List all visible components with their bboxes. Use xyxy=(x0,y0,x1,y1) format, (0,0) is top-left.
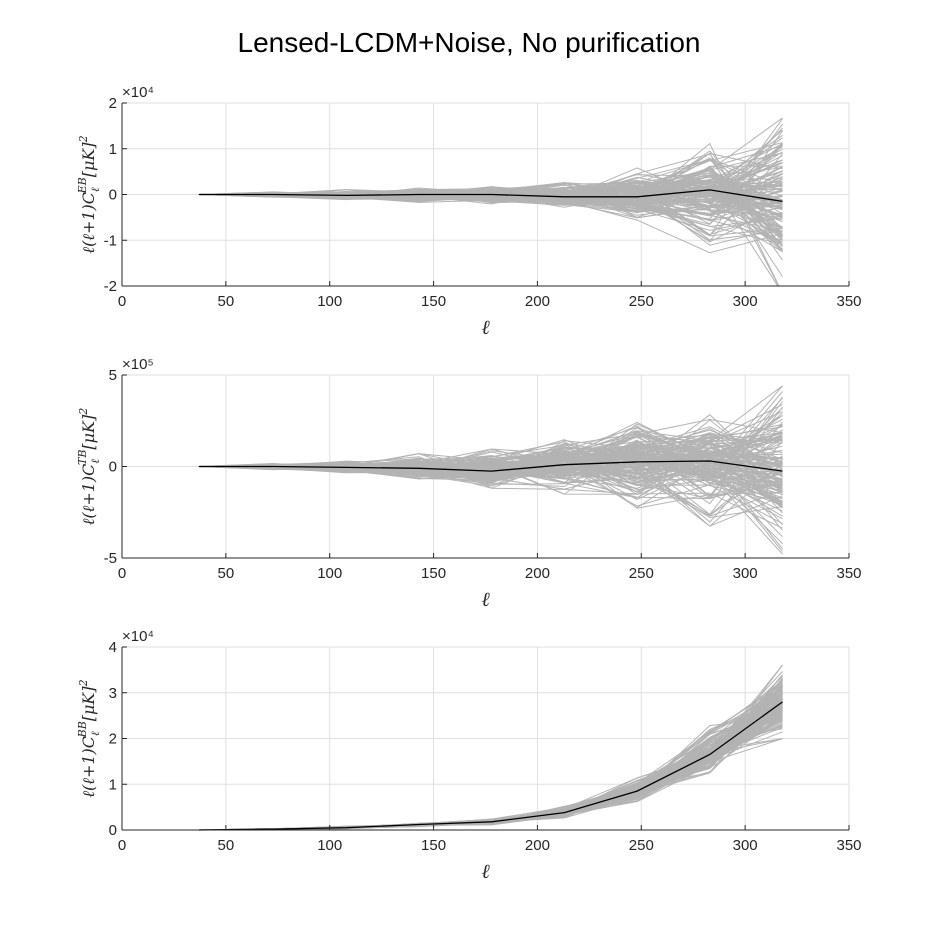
exponent-label: ×10⁴ xyxy=(122,628,154,645)
y-axis-label-part: 2 xyxy=(77,135,90,143)
y-axis-label-part: ℓ(ℓ+1)C xyxy=(79,192,98,254)
chart-panel-eb: 0 50 100 150 200 250 300 350-2-1012×10⁴ℓℓ(ℓ+1)C… xyxy=(76,84,862,339)
x-tick-label: 0 xyxy=(118,293,126,310)
x-axis-label: ℓ xyxy=(481,315,490,339)
x-tick-label: 150 xyxy=(421,293,446,310)
y-axis-label: ℓ(ℓ+1)CℓTB[μK]2 xyxy=(76,408,102,526)
x-tick-label: 0 xyxy=(118,565,126,582)
y-axis-label-part: TB xyxy=(76,450,89,465)
x-tick-label: 200 xyxy=(525,565,550,582)
y-axis-label-part: [μK] xyxy=(79,686,98,722)
x-tick-label: 250 xyxy=(629,837,654,854)
y-tick-label: 5 xyxy=(109,367,117,384)
x-tick-label: 200 xyxy=(525,293,550,310)
x-tick-label: 200 xyxy=(525,837,550,854)
y-tick-label: 2 xyxy=(109,731,117,748)
y-tick-label: 3 xyxy=(109,685,117,702)
exponent-label: ×10⁵ xyxy=(122,356,154,373)
x-tick-label: 100 xyxy=(317,293,342,310)
x-axis-label: ℓ xyxy=(481,859,490,883)
x-tick-label: 350 xyxy=(836,565,861,582)
y-axis-label-part: [μK] xyxy=(79,142,98,178)
exponent-label: ×10⁴ xyxy=(122,84,154,101)
y-tick-label: 0 xyxy=(109,822,117,839)
x-tick-label: 350 xyxy=(836,293,861,310)
y-tick-label: -1 xyxy=(104,232,117,249)
realization-lines xyxy=(198,385,783,555)
chart-panel-bb: 0 50 100 150 200 250 300 35001234×10⁴ℓℓ(ℓ+1)CℓB… xyxy=(76,628,862,883)
y-tick-label: 1 xyxy=(109,141,117,158)
x-tick-label: 0 xyxy=(118,837,126,854)
y-tick-label: -2 xyxy=(104,278,117,295)
mean-line xyxy=(198,460,783,472)
realization-line xyxy=(198,437,783,471)
realization-line xyxy=(198,182,783,250)
y-tick-label: 2 xyxy=(109,95,117,112)
y-axis-label-part: EB xyxy=(76,177,89,194)
y-axis-label-part: BB xyxy=(76,721,89,738)
x-axis-label: ℓ xyxy=(481,587,490,611)
y-axis-label-part: ℓ(ℓ+1)C xyxy=(79,736,98,798)
realization-line xyxy=(198,455,783,496)
realization-line xyxy=(198,193,783,231)
y-axis-label-part: ℓ xyxy=(89,187,102,192)
x-tick-label: 250 xyxy=(629,565,654,582)
y-tick-label: 0 xyxy=(109,459,117,476)
y-axis-label: ℓ(ℓ+1)CℓEB[μK]2 xyxy=(76,135,102,253)
realization-line xyxy=(198,419,783,480)
x-tick-label: 100 xyxy=(317,565,342,582)
chart-panel-tb: 0 50 100 150 200 250 300 350-505×10⁵ℓℓ(ℓ+1)CℓTB… xyxy=(76,356,862,611)
x-tick-label: 50 xyxy=(218,837,235,854)
x-tick-label: 50 xyxy=(218,293,235,310)
y-axis-label-part: ℓ(ℓ+1)C xyxy=(79,464,98,526)
y-axis-label-part: [μK] xyxy=(79,414,98,450)
x-tick-label: 300 xyxy=(733,837,758,854)
x-tick-label: 50 xyxy=(218,565,235,582)
y-tick-label: 4 xyxy=(109,639,117,656)
realization-lines xyxy=(198,117,783,286)
y-axis-label-part: ℓ xyxy=(89,731,102,736)
x-tick-label: 300 xyxy=(733,293,758,310)
x-tick-label: 150 xyxy=(421,565,446,582)
x-tick-label: 250 xyxy=(629,293,654,310)
mean-line xyxy=(198,701,783,831)
y-axis-label: ℓ(ℓ+1)CℓBB[μK]2 xyxy=(76,679,102,797)
y-axis-label-part: 2 xyxy=(77,679,90,687)
y-tick-label: 1 xyxy=(109,776,117,793)
x-tick-label: 150 xyxy=(421,837,446,854)
figure-title: Lensed-LCDM+Noise, No purification xyxy=(238,27,701,58)
x-tick-label: 100 xyxy=(317,837,342,854)
y-tick-label: 0 xyxy=(109,187,117,204)
x-tick-label: 300 xyxy=(733,565,758,582)
x-tick-label: 350 xyxy=(836,837,861,854)
mean-line xyxy=(198,189,783,203)
y-axis-label-part: ℓ xyxy=(89,459,102,464)
y-axis-label-part: 2 xyxy=(77,408,90,416)
y-tick-label: -5 xyxy=(104,550,117,567)
